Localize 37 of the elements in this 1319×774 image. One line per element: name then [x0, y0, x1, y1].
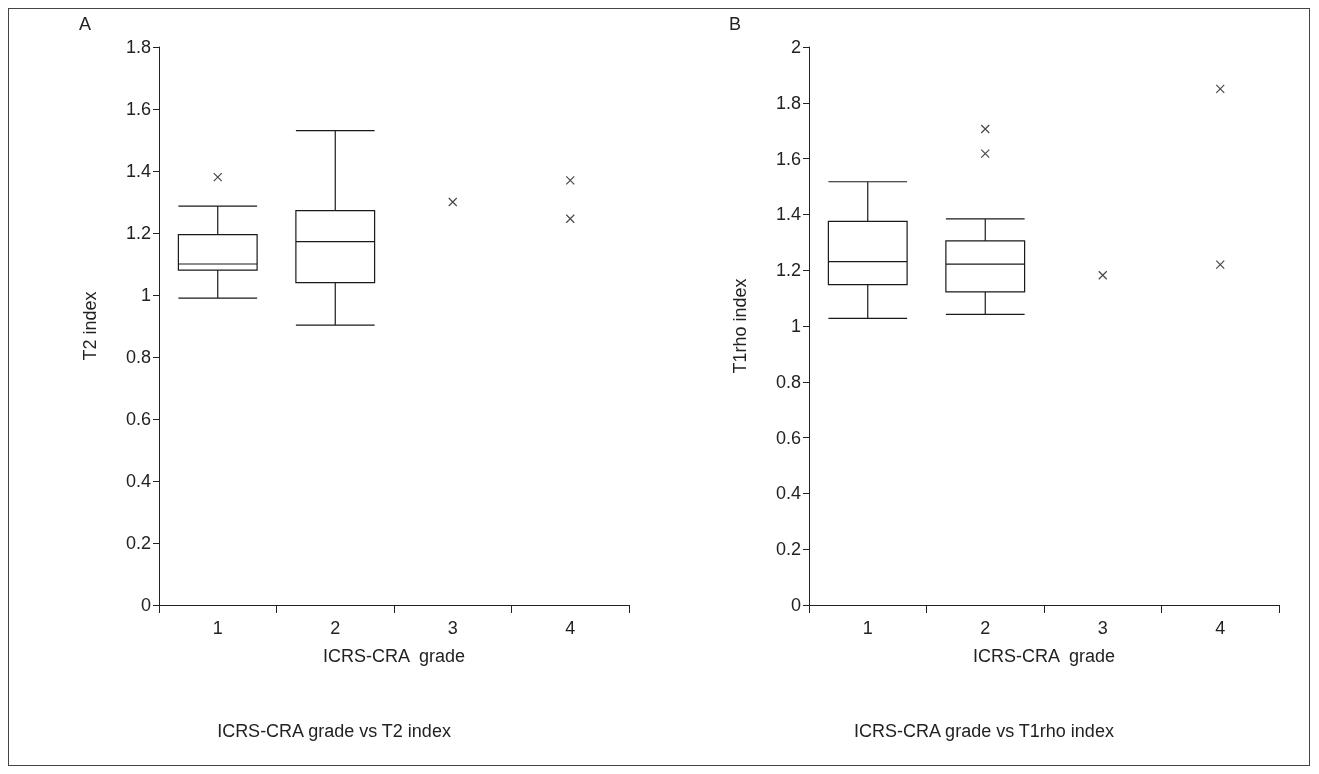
- y-tick-label: 0.4: [775, 483, 801, 504]
- x-tick-label: 1: [212, 618, 223, 638]
- x-axis-title: ICRS-CRA grade: [322, 646, 466, 666]
- x-tick-label: 2: [330, 618, 341, 638]
- y-tick-label: 0: [790, 595, 801, 615]
- x-tick-label: 3: [1097, 618, 1108, 638]
- y-tick-label: 1.6: [775, 148, 801, 169]
- text: A: [79, 14, 92, 34]
- y-tick-label: 2: [790, 37, 801, 57]
- y-tick-label: 1.4: [125, 161, 151, 181]
- y-tick-label: 0.8: [775, 371, 801, 392]
- y-tick-label: 1.8: [775, 92, 801, 113]
- y-axis-title: T1rho index: [730, 278, 750, 374]
- y-tick-label: 0: [140, 595, 151, 615]
- y-tick-label: 1.2: [125, 223, 151, 243]
- y-tick-label: 0.6: [775, 427, 801, 448]
- y-tick-label: 0.2: [775, 539, 801, 560]
- y-tick-label: 1.2: [775, 260, 801, 281]
- text: ICRS-CRA grade vs T2 index: [217, 721, 451, 741]
- x-tick-label: 1: [862, 618, 873, 638]
- x-tick-label: 3: [447, 618, 458, 638]
- x-tick-label: 4: [565, 618, 576, 638]
- x-tick-label: 4: [1215, 618, 1226, 638]
- y-tick-label: 1.4: [775, 204, 801, 225]
- text: B: [729, 14, 742, 34]
- y-tick-label: 0.2: [125, 533, 151, 553]
- x-axis-title: ICRS-CRA grade: [972, 646, 1116, 666]
- y-tick-label: 1.6: [125, 99, 151, 119]
- y-tick-label: 0.8: [125, 347, 151, 367]
- y-axis-title: T2 index: [80, 291, 100, 361]
- y-tick-label: 0.6: [125, 409, 151, 429]
- y-tick-label: 0.4: [125, 471, 151, 491]
- x-tick-label: 2: [980, 618, 991, 638]
- y-tick-label: 1.8: [125, 37, 151, 57]
- y-tick-label: 1: [140, 285, 151, 305]
- y-tick-label: 1: [790, 316, 801, 336]
- text: ICRS-CRA grade vs T1rho index: [854, 721, 1114, 741]
